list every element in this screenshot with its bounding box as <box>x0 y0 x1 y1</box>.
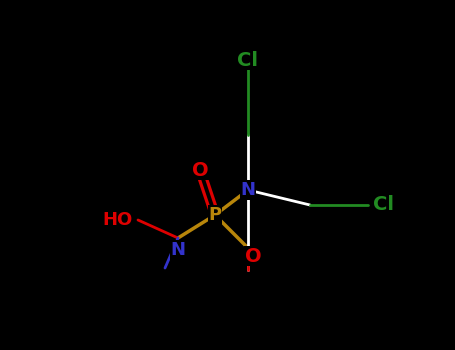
Text: Cl: Cl <box>238 50 258 70</box>
Text: O: O <box>192 161 208 180</box>
Text: N: N <box>241 181 256 199</box>
Text: HO: HO <box>103 211 133 229</box>
Text: Cl: Cl <box>373 196 394 215</box>
Text: O: O <box>245 246 261 266</box>
Text: P: P <box>208 206 222 224</box>
Text: N: N <box>171 241 186 259</box>
